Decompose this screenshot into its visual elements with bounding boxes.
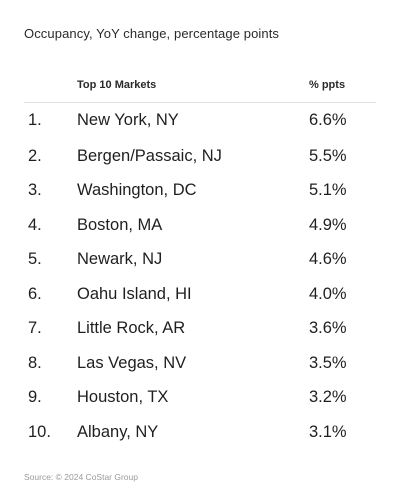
row-value: 4.9% bbox=[309, 215, 347, 234]
row-value: 3.6% bbox=[309, 319, 347, 337]
row-rank: 9. bbox=[28, 388, 42, 406]
row-rank: 3. bbox=[28, 181, 42, 199]
table-row: 8. Las Vegas, NV 3.5% bbox=[24, 345, 376, 380]
row-market: Washington, DC bbox=[77, 181, 197, 199]
header-market: Top 10 Markets bbox=[77, 79, 157, 91]
row-market: Newark, NJ bbox=[77, 250, 163, 268]
row-value: 6.6% bbox=[309, 111, 347, 129]
table-row: 2. Bergen/Passaic, NJ 5.5% bbox=[24, 138, 376, 173]
table-row: 3. Washington, DC 5.1% bbox=[24, 172, 376, 207]
row-value: 4.6% bbox=[309, 250, 347, 268]
row-rank: 6. bbox=[28, 284, 42, 303]
row-value: 4.0% bbox=[309, 284, 347, 303]
row-value: 5.5% bbox=[309, 146, 347, 165]
table-row: 6. Oahu Island, HI 4.0% bbox=[24, 276, 376, 311]
table-row: 10. Albany, NY 3.1% bbox=[24, 414, 376, 449]
row-rank: 7. bbox=[28, 319, 42, 337]
row-market: Houston, TX bbox=[77, 388, 169, 406]
row-value: 5.1% bbox=[309, 181, 347, 199]
row-rank: 4. bbox=[28, 215, 42, 234]
table-row: 5. Newark, NJ 4.6% bbox=[24, 241, 376, 276]
row-rank: 8. bbox=[28, 353, 42, 372]
row-market: Boston, MA bbox=[77, 215, 163, 234]
row-market: New York, NY bbox=[77, 111, 179, 129]
table-row: 7. Little Rock, AR 3.6% bbox=[24, 310, 376, 345]
row-rank: 10. bbox=[28, 422, 51, 441]
row-rank: 2. bbox=[28, 146, 42, 165]
source-note: Source: © 2024 CoStar Group bbox=[24, 472, 138, 482]
table-row: 9. Houston, TX 3.2% bbox=[24, 379, 376, 414]
row-value: 3.1% bbox=[309, 422, 347, 441]
header-value: % ppts bbox=[309, 79, 346, 91]
row-market: Oahu Island, HI bbox=[77, 284, 192, 303]
table-header: Top 10 Markets % ppts bbox=[24, 74, 376, 103]
row-market: Little Rock, AR bbox=[77, 319, 186, 337]
table-row: 1. New York, NY 6.6% bbox=[24, 103, 376, 138]
table-row: 4. Boston, MA 4.9% bbox=[24, 207, 376, 242]
chart-subtitle: Occupancy, YoY change, percentage points bbox=[24, 26, 280, 41]
markets-table: Top 10 Markets % ppts 1. New York, NY 6.6%… bbox=[24, 74, 376, 448]
table-body: 1. New York, NY 6.6% 2. Bergen/Passaic, NJ 5.… bbox=[24, 103, 376, 448]
row-market: Las Vegas, NV bbox=[77, 353, 187, 372]
row-value: 3.5% bbox=[309, 353, 347, 372]
row-rank: 5. bbox=[28, 250, 42, 268]
row-market: Albany, NY bbox=[77, 422, 159, 441]
row-value: 3.2% bbox=[309, 388, 347, 406]
row-market: Bergen/Passaic, NJ bbox=[77, 146, 222, 165]
row-rank: 1. bbox=[28, 111, 42, 129]
